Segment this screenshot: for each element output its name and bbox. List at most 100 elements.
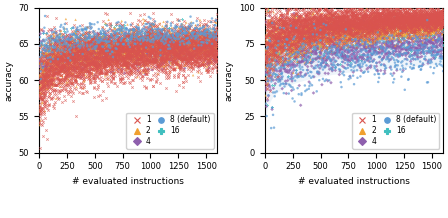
Point bbox=[117, 79, 125, 83]
Point bbox=[303, 53, 310, 57]
Point bbox=[64, 63, 71, 66]
Point bbox=[151, 34, 158, 37]
Point bbox=[170, 34, 177, 38]
Point bbox=[334, 30, 341, 34]
Point bbox=[198, 40, 205, 43]
Point bbox=[56, 33, 63, 36]
Point bbox=[49, 72, 56, 76]
Point bbox=[86, 71, 94, 74]
Point bbox=[398, 33, 405, 36]
Point bbox=[144, 53, 151, 57]
Point bbox=[73, 51, 80, 55]
Point bbox=[64, 60, 71, 63]
Point bbox=[105, 46, 112, 49]
Point bbox=[300, 22, 307, 26]
Point bbox=[130, 51, 137, 55]
Point bbox=[63, 68, 70, 71]
Point bbox=[366, 10, 374, 14]
Point bbox=[426, 58, 433, 61]
Point bbox=[119, 62, 126, 65]
Point bbox=[145, 64, 152, 67]
Point bbox=[402, 28, 409, 32]
Point bbox=[306, 41, 314, 44]
Point bbox=[194, 37, 201, 40]
Point bbox=[68, 38, 75, 41]
Point bbox=[97, 47, 104, 51]
Point bbox=[84, 45, 91, 48]
Point bbox=[93, 37, 100, 40]
Point bbox=[309, 34, 316, 38]
Point bbox=[118, 51, 125, 54]
Point bbox=[404, 22, 411, 25]
Point bbox=[432, 12, 439, 15]
Point bbox=[313, 43, 320, 47]
Point bbox=[170, 60, 177, 63]
Point bbox=[370, 26, 378, 29]
Point bbox=[401, 28, 408, 32]
Point bbox=[278, 51, 285, 54]
Point bbox=[192, 31, 199, 35]
Point bbox=[37, 81, 44, 85]
Point bbox=[70, 48, 77, 51]
Point bbox=[82, 26, 89, 29]
Point bbox=[177, 46, 185, 50]
Point bbox=[40, 96, 47, 100]
Point bbox=[129, 56, 137, 60]
Point bbox=[267, 34, 274, 37]
Point bbox=[350, 20, 358, 23]
Point bbox=[90, 59, 97, 62]
Point bbox=[76, 53, 83, 56]
Point bbox=[343, 20, 350, 23]
Point bbox=[91, 74, 99, 77]
Point bbox=[148, 62, 155, 66]
Point bbox=[65, 66, 72, 70]
Point bbox=[76, 55, 83, 59]
Point bbox=[57, 68, 65, 71]
Point bbox=[299, 44, 306, 47]
Point bbox=[130, 33, 138, 37]
Point bbox=[272, 73, 280, 76]
Point bbox=[170, 53, 177, 56]
Point bbox=[320, 33, 327, 36]
Point bbox=[368, 20, 375, 24]
Point bbox=[364, 17, 371, 20]
Point bbox=[79, 33, 86, 36]
Point bbox=[150, 59, 157, 63]
Point bbox=[410, 20, 417, 24]
Point bbox=[199, 50, 206, 53]
Point bbox=[377, 13, 384, 17]
Point bbox=[362, 20, 370, 24]
Point bbox=[148, 63, 155, 67]
Point bbox=[331, 36, 338, 39]
Point bbox=[177, 49, 184, 52]
Point bbox=[98, 47, 105, 51]
Point bbox=[356, 26, 363, 30]
Point bbox=[198, 37, 205, 41]
Point bbox=[186, 35, 193, 39]
Point bbox=[144, 34, 151, 37]
Point bbox=[265, 21, 272, 24]
Point bbox=[308, 18, 315, 21]
Point bbox=[382, 29, 389, 33]
Point bbox=[110, 56, 117, 60]
Point bbox=[336, 40, 344, 43]
Point bbox=[435, 13, 443, 17]
Point bbox=[131, 69, 138, 72]
Point bbox=[371, 19, 378, 22]
Point bbox=[383, 33, 390, 37]
Point bbox=[375, 36, 382, 39]
Point bbox=[123, 54, 130, 57]
Point bbox=[307, 23, 314, 27]
Point bbox=[57, 57, 65, 60]
Point bbox=[333, 16, 340, 20]
Point bbox=[177, 40, 184, 44]
Point bbox=[199, 31, 207, 34]
Point bbox=[50, 71, 57, 74]
Point bbox=[178, 63, 185, 67]
Point bbox=[44, 49, 52, 53]
Point bbox=[342, 24, 349, 28]
Point bbox=[285, 6, 292, 9]
Point bbox=[70, 65, 78, 68]
Point bbox=[371, 11, 378, 14]
Point bbox=[37, 73, 44, 77]
